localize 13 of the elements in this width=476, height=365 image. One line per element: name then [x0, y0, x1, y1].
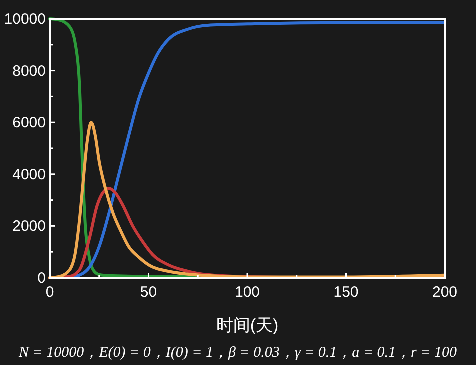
y-tick-label: 8000 — [12, 62, 46, 80]
x-tick-label: 200 — [432, 284, 458, 301]
text: N = 10000，E(0) = 0，I(0) = 1，β = 0.03，γ = 0.1，a = 0.1，r = 100 — [18, 345, 458, 361]
y-tick-label: 6000 — [12, 114, 46, 132]
y-tick-label: 0 — [38, 270, 46, 287]
y-tick-label: 10000 — [4, 11, 46, 28]
y-tick-label: 2000 — [12, 218, 46, 236]
x-tick-label: 150 — [334, 284, 359, 301]
x-tick-label: 50 — [140, 284, 158, 301]
y-tick-label: 4000 — [12, 166, 46, 184]
line-series — [48, 121, 446, 280]
x-tick-label: 100 — [234, 284, 260, 301]
x-axis-title: 时间(天) — [216, 316, 279, 335]
